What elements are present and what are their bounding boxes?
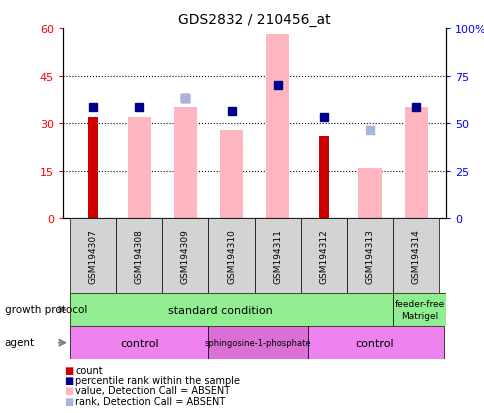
Text: ■: ■ [64,375,74,385]
Bar [393,219,439,293]
Bar [162,219,208,293]
Text: ■: ■ [64,365,74,375]
Text: growth protocol: growth protocol [5,304,87,314]
Bar [358,168,381,219]
Text: GSM194310: GSM194310 [227,229,236,283]
Bar [300,219,346,293]
Text: count: count [75,365,103,375]
Bar [346,219,393,293]
Text: GSM194309: GSM194309 [181,229,190,283]
Bar [70,293,393,326]
Title: GDS2832 / 210456_at: GDS2832 / 210456_at [178,12,330,26]
Text: ■: ■ [64,396,74,406]
Bar [208,326,307,359]
Bar [208,219,254,293]
Bar [220,130,242,219]
Bar [70,219,116,293]
Bar [127,118,151,219]
Text: control: control [120,338,158,348]
Bar [318,137,328,219]
Bar [254,219,300,293]
Text: GSM194308: GSM194308 [135,229,143,283]
Text: ■: ■ [64,385,74,395]
Text: GSM194313: GSM194313 [365,229,374,283]
Bar [116,219,162,293]
Text: percentile rank within the sample: percentile rank within the sample [75,375,240,385]
Text: GSM194312: GSM194312 [318,229,328,283]
Bar [393,293,445,326]
Text: GSM194307: GSM194307 [89,229,97,283]
Bar [88,118,98,219]
Bar [266,35,288,219]
Bar [70,326,208,359]
Text: GSM194311: GSM194311 [272,229,282,283]
Text: rank, Detection Call = ABSENT: rank, Detection Call = ABSENT [75,396,225,406]
Text: control: control [355,338,393,348]
Bar [404,108,427,219]
Bar [173,108,197,219]
Text: agent: agent [5,337,35,347]
Bar [307,326,443,359]
Text: feeder-free
Matrigel: feeder-free Matrigel [393,300,444,320]
Text: standard condition: standard condition [167,305,272,315]
Text: GSM194314: GSM194314 [411,229,420,283]
Text: sphingosine-1-phosphate: sphingosine-1-phosphate [204,338,311,347]
Text: value, Detection Call = ABSENT: value, Detection Call = ABSENT [75,385,230,395]
